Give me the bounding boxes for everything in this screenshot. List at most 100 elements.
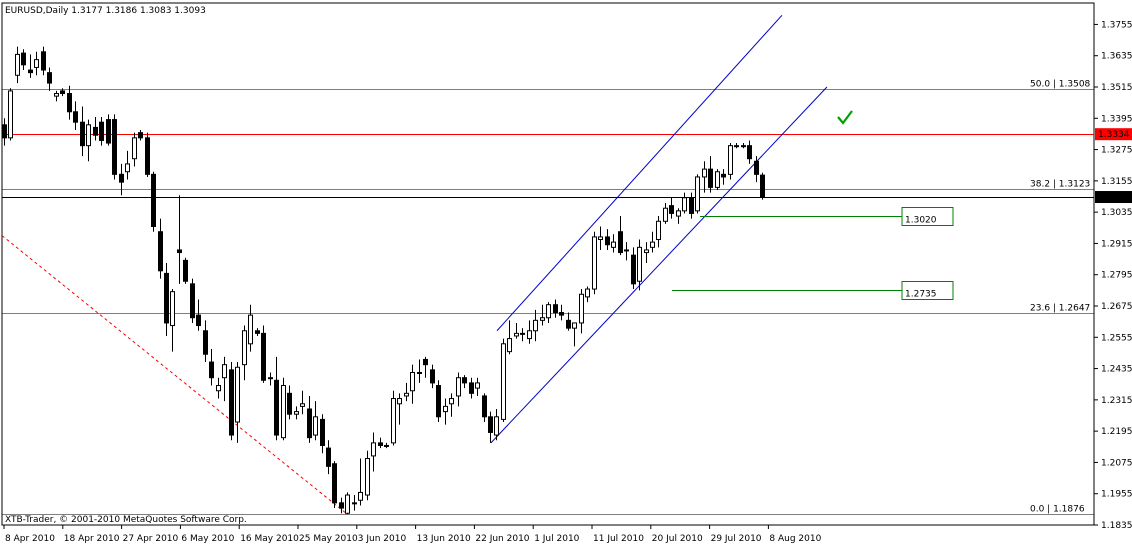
y-tick-label: 1.2315 [1101, 396, 1132, 406]
y-tick-label: 1.2195 [1101, 427, 1132, 437]
candle-bear [28, 69, 33, 74]
candle-bull [611, 241, 616, 248]
x-axis: 8 Apr 2010 18 Apr 2010 27 Apr 2010 6 May 20… [3, 525, 822, 544]
candle-bear [436, 385, 441, 418]
x-tick-label: 3 Jun 2010 [358, 534, 407, 544]
candle-bull [695, 176, 700, 212]
candle-bear [261, 332, 266, 381]
x-tick-label: 22 Jun 2010 [475, 534, 529, 544]
candle-bear [559, 312, 564, 316]
x-tick-label: 8 Aug 2010 [769, 534, 821, 544]
y-tick-label: 1.2555 [1101, 333, 1132, 343]
candle-bear [287, 392, 292, 415]
candle-bear [138, 132, 143, 139]
candle-bull [345, 494, 350, 514]
candle-bull [132, 137, 137, 160]
candle-bear [274, 379, 279, 436]
candle-bull [592, 236, 597, 290]
candle-bear [631, 254, 636, 285]
candle-bull [8, 90, 13, 139]
candle-bull [637, 246, 642, 282]
candle-bull [294, 411, 299, 415]
price-tag [1095, 128, 1132, 141]
downtrend-line [1, 235, 348, 515]
candle-bear [73, 111, 78, 123]
candle-bear [183, 259, 188, 282]
candle-bull [222, 364, 227, 379]
candle-bull [371, 442, 376, 457]
candle-bear [93, 126, 98, 136]
candle-bull [15, 53, 20, 76]
candle-bull [300, 403, 305, 407]
candle-bull [533, 319, 538, 332]
candle-bull [507, 338, 512, 353]
candle-bear [423, 358, 428, 366]
support-label: 1.2735 [905, 290, 937, 300]
candle-bull [514, 332, 519, 337]
candle-bull [656, 220, 661, 241]
chart-footer: XTB-Trader, © 2001-2010 MetaQuotes Softw… [5, 515, 247, 525]
price-tag [1095, 191, 1132, 204]
y-tick-label: 1.3755 [1101, 20, 1132, 30]
y-axis: 1.3755 1.3635 1.3515 1.3395 1.3275 1.3155 1.30… [1094, 20, 1132, 531]
candle-bear [339, 502, 344, 509]
y-tick-label: 1.2795 [1101, 271, 1132, 281]
candle-bull [663, 207, 668, 222]
x-tick-label: 6 May 2010 [181, 534, 234, 544]
candle-bull [365, 458, 370, 496]
candle-bull [313, 416, 318, 436]
x-tick-label: 20 Jul 2010 [652, 534, 703, 544]
fib-level-label: 50.0 | 1.3508 [1030, 80, 1091, 90]
channel-lower-line [490, 86, 828, 444]
candle-bear [151, 173, 156, 227]
y-tick-label: 1.3275 [1101, 146, 1132, 156]
candle-bear [689, 197, 694, 214]
candle-bull [34, 59, 39, 68]
y-tick-label: 1.3035 [1101, 208, 1132, 218]
candle-bull [624, 249, 629, 252]
candle-bull [235, 366, 240, 423]
candle-bear [2, 124, 7, 139]
candle-bull [384, 444, 389, 447]
candle-bull [404, 392, 409, 397]
y-tick-label: 1.2435 [1101, 365, 1132, 375]
candle-bull [572, 322, 577, 329]
candle-bear [209, 361, 214, 379]
fib-level-label: 0.0 | 1.1876 [1030, 505, 1085, 515]
price-tag-label: 1.3334 [1098, 130, 1130, 140]
candle-bear [469, 382, 474, 394]
channel-upper-line [496, 14, 783, 332]
candle-bull [702, 168, 707, 178]
candle-bear [760, 174, 765, 198]
candle-bull [734, 145, 739, 148]
candle-bull [546, 304, 551, 319]
x-tick-label: 18 Apr 2010 [64, 534, 120, 544]
y-tick-label: 1.2675 [1101, 302, 1132, 312]
support-label-box [901, 281, 954, 300]
candle-bull [281, 385, 286, 439]
checkmark-icon [837, 110, 853, 125]
price-tag-label: 1.3093 [1098, 193, 1130, 203]
candle-bull [540, 317, 545, 321]
candle-bull [456, 377, 461, 397]
candle-bear [618, 231, 623, 254]
y-tick-label: 1.3155 [1101, 177, 1132, 187]
candle-bear [99, 121, 104, 141]
candle-bull [54, 93, 59, 97]
candle-bear [430, 369, 435, 384]
x-tick-label: 29 Jul 2010 [711, 534, 762, 544]
candle-bear [67, 93, 72, 113]
candle-bear [708, 168, 713, 188]
fib-level-label: 38.2 | 1.3123 [1030, 180, 1090, 190]
candle-bull [391, 398, 396, 444]
chart-title: EURUSD,Daily 1.3177 1.3186 1.3083 1.3093 [5, 6, 206, 16]
candle-bull [650, 241, 655, 248]
x-tick-label: 16 May 2010 [240, 534, 299, 544]
candle-bull [417, 371, 422, 374]
candle-bear [196, 314, 201, 327]
candle-bear [462, 377, 467, 384]
y-tick-label: 1.3635 [1101, 52, 1132, 62]
candle-bull [527, 330, 532, 340]
candle-bear [47, 72, 52, 84]
